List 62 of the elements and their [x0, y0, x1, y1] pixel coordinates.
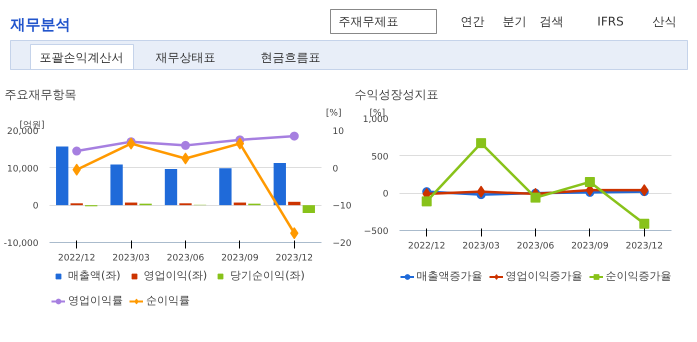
- legend-label: 영업이익증가율: [506, 268, 582, 284]
- bar: [302, 205, 315, 214]
- text: 포괄손익계산서: [40, 50, 124, 64]
- bar: [164, 168, 178, 206]
- text: 주재무제표: [338, 14, 398, 28]
- y-tick-label: 500: [371, 152, 389, 162]
- point: [236, 138, 244, 150]
- x-tick-label: 2022/12: [58, 254, 96, 264]
- x-tick-label: 2023/06: [166, 254, 204, 264]
- legend-label: 매출액증가율: [416, 268, 482, 284]
- y-tick-label: -10,000: [4, 239, 39, 249]
- x-tick-label: 2022/12: [408, 242, 446, 252]
- legend-label: 당기순이익(좌): [230, 268, 305, 283]
- point: [584, 176, 595, 187]
- point: [181, 140, 190, 150]
- text: IFRS: [597, 14, 624, 28]
- y-tick-label: 10,000: [7, 164, 39, 174]
- x-tick-label: 2023/03: [112, 254, 150, 264]
- y-tick-label: −500: [364, 227, 389, 237]
- x-tick-label: 2023/12: [626, 242, 663, 252]
- point: [72, 146, 82, 156]
- legend-label: 매출액(좌): [68, 268, 121, 283]
- point: [290, 132, 299, 141]
- text: 재무상태표: [156, 50, 216, 64]
- y-tick-label: 0: [32, 202, 39, 212]
- y2-tick-label: 0: [332, 164, 338, 174]
- legend-label: 영업이익률: [68, 293, 123, 308]
- point: [181, 152, 190, 164]
- x-tick-label: 2023/03: [462, 242, 500, 252]
- x-tick-label: 2023/09: [571, 242, 609, 252]
- text: 산식: [652, 14, 676, 28]
- bar: [124, 202, 138, 206]
- bar: [219, 168, 232, 206]
- x-tick-label: 2023/12: [276, 254, 313, 264]
- y2-tick-label: 10: [332, 127, 344, 137]
- y-tick-label: 0: [382, 190, 389, 200]
- point: [476, 138, 486, 148]
- point: [476, 186, 486, 198]
- x-tick-label: 2023/06: [516, 242, 554, 252]
- chart-title: 주요재무항목: [4, 88, 76, 102]
- point: [422, 196, 432, 206]
- bar: [274, 162, 286, 206]
- text: 현금흐름표: [260, 50, 320, 64]
- text: 검색: [540, 14, 564, 28]
- point: [126, 138, 136, 150]
- y2-tick-label: −20: [332, 239, 352, 249]
- point: [530, 192, 540, 203]
- y2-axis-title: [%]: [326, 108, 342, 118]
- bar: [288, 202, 300, 206]
- legend-label: 영업이익(좌): [144, 268, 208, 283]
- text: 분기: [502, 14, 526, 28]
- chart-title: 수익성장성지표: [354, 88, 438, 102]
- legend-label: 순이익률: [146, 293, 190, 308]
- x-tick-label: 2023/09: [221, 254, 259, 264]
- bar: [234, 202, 246, 206]
- text: 재무분석: [10, 16, 70, 34]
- point: [639, 218, 650, 229]
- y2-tick-label: −10: [332, 202, 352, 212]
- legend-label: 순이익증가율: [606, 268, 672, 284]
- bar: [110, 164, 123, 206]
- bar: [56, 146, 68, 206]
- text: 연간: [460, 14, 484, 28]
